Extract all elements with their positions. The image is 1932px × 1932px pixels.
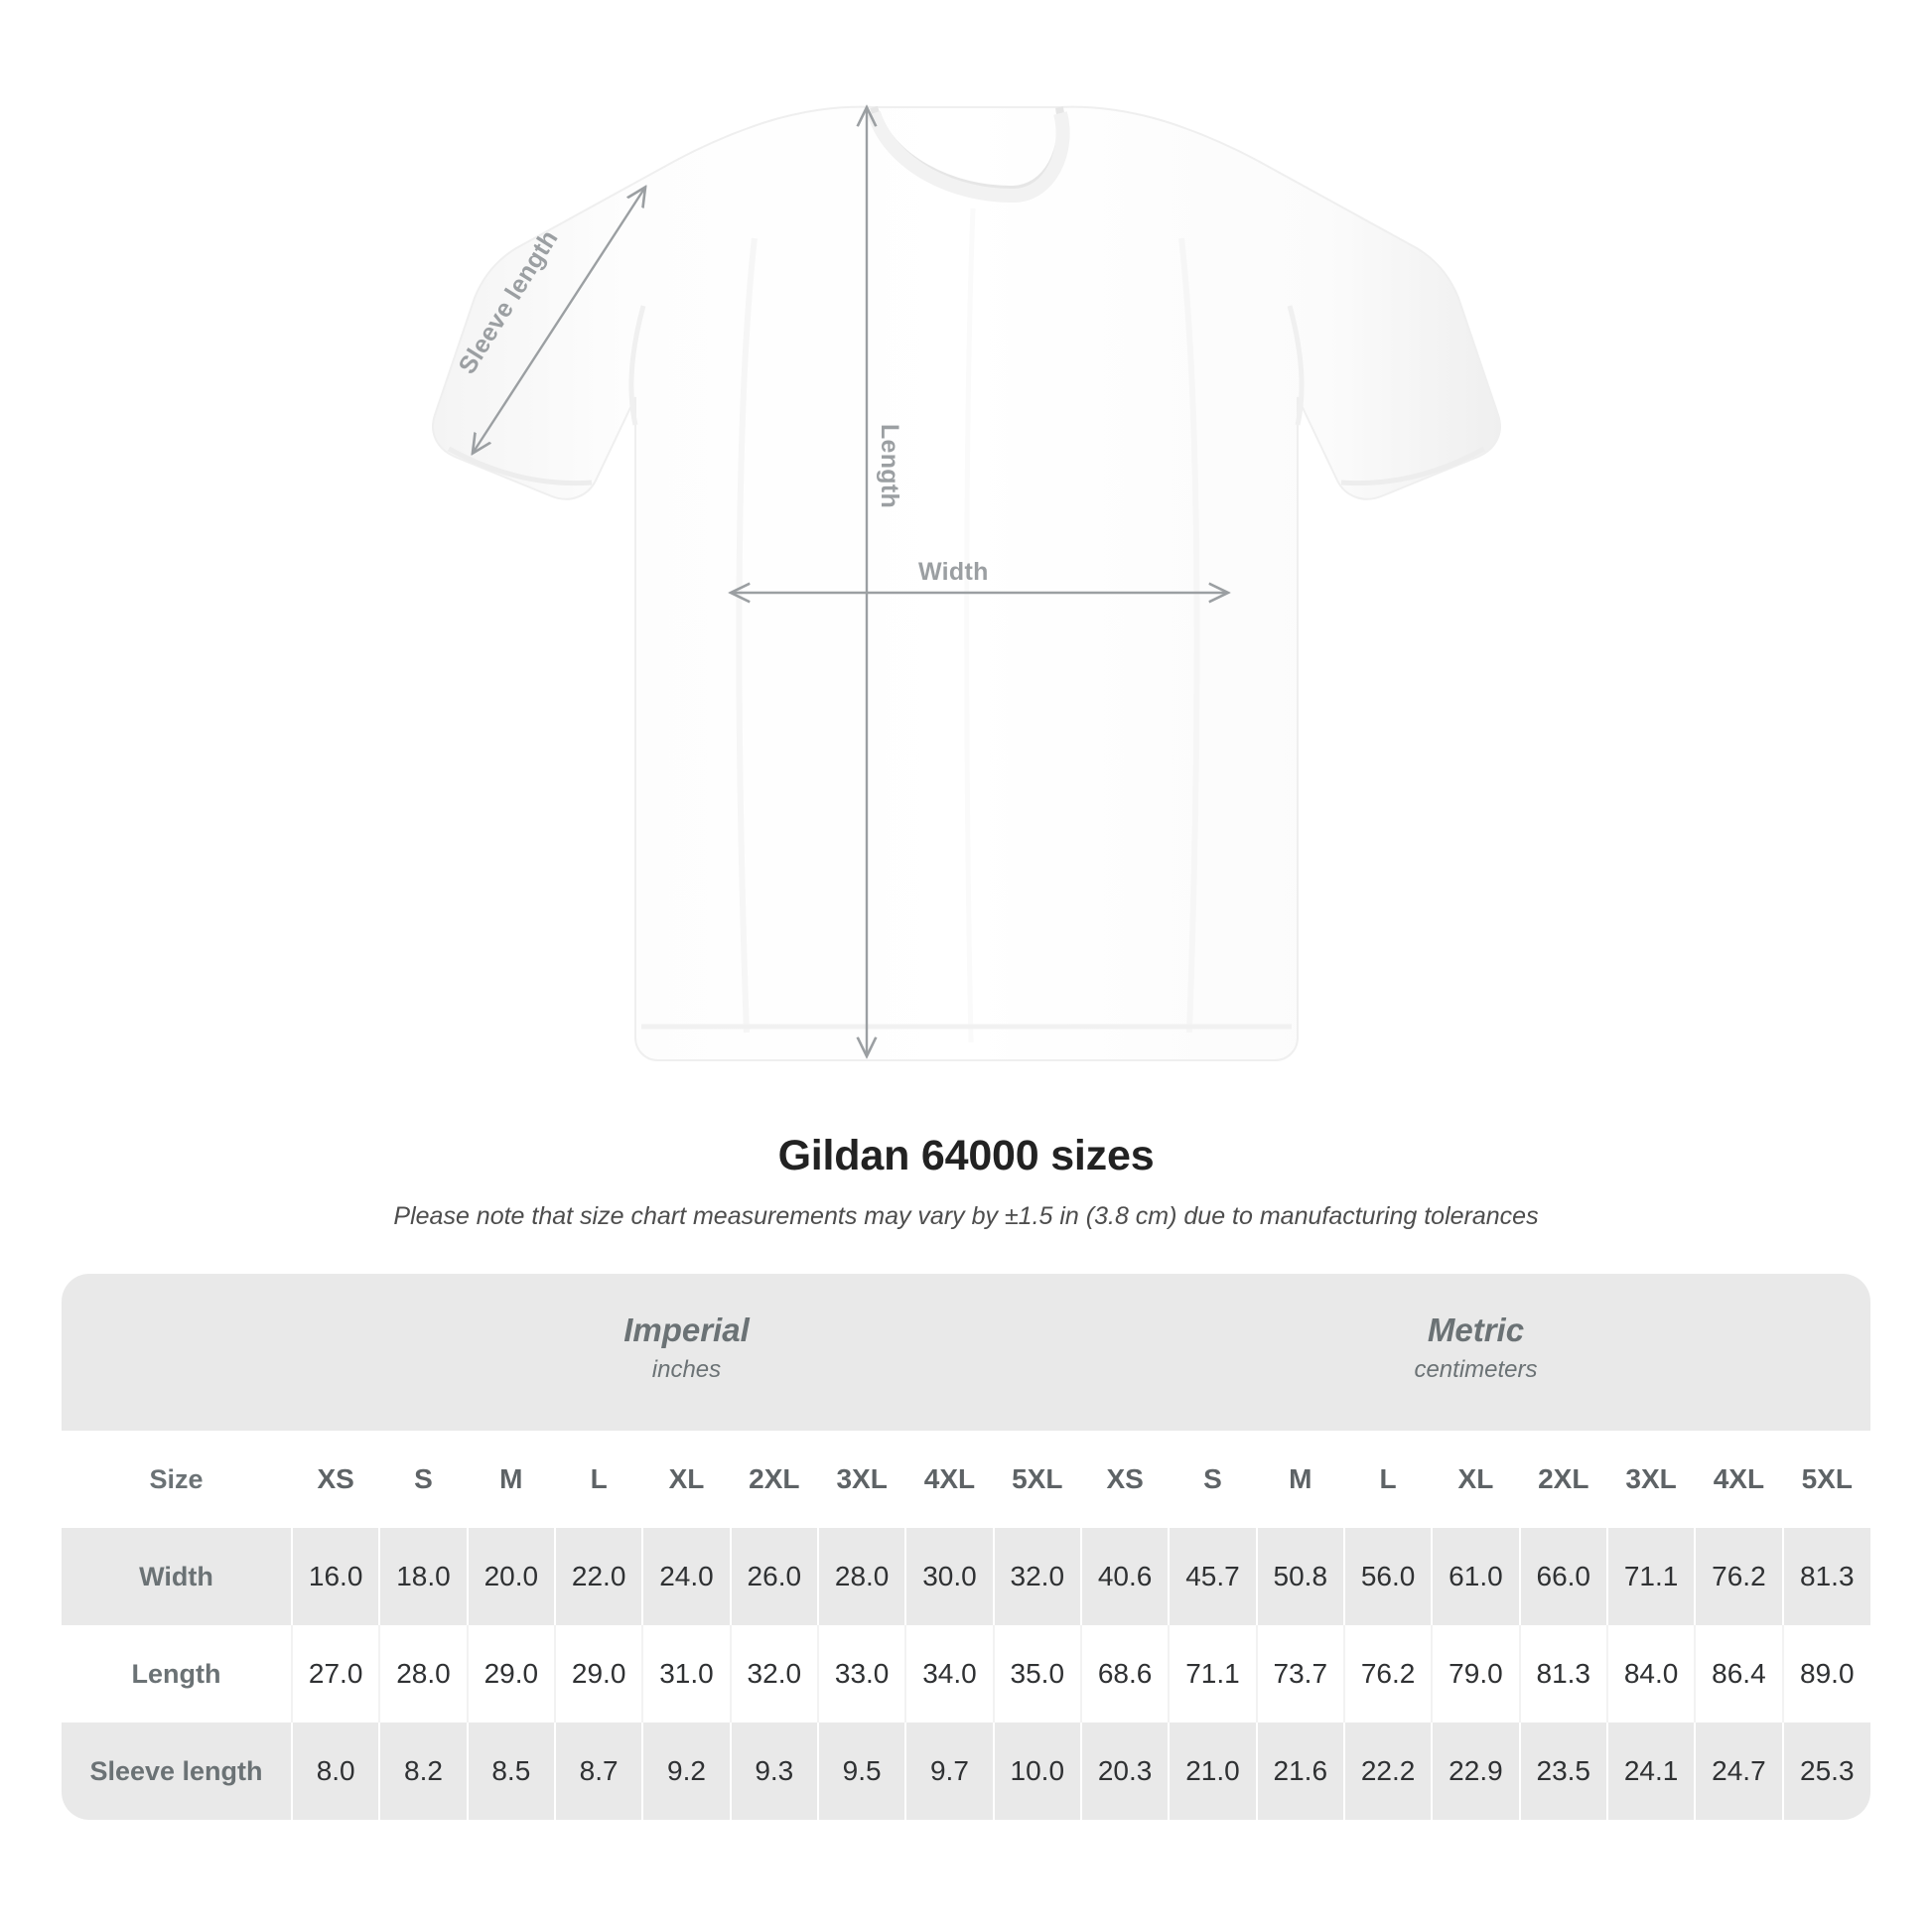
unit-group-row: Imperial inches Metric centimeters	[62, 1274, 1870, 1432]
cell-width-metric-m: 50.8	[1255, 1528, 1344, 1626]
cell-length-imperial-l: 29.0	[553, 1625, 643, 1724]
cell-width-metric-3xl: 71.1	[1605, 1528, 1696, 1626]
col-head-imperial-2xl: 2XL	[729, 1431, 818, 1529]
unit-group-imperial-sub: inches	[651, 1356, 722, 1384]
cell-width-imperial-2xl: 26.0	[729, 1528, 818, 1626]
cell-width-imperial-m: 20.0	[466, 1528, 555, 1626]
cell-width-imperial-4xl: 30.0	[904, 1528, 994, 1626]
unit-spacer-cell	[62, 1274, 292, 1432]
cell-sleeve-imperial-xl: 9.2	[641, 1723, 731, 1821]
cell-length-metric-xl: 79.0	[1431, 1625, 1520, 1724]
cell-length-imperial-s: 28.0	[378, 1625, 468, 1724]
cell-width-metric-l: 56.0	[1342, 1528, 1433, 1626]
col-head-imperial-s: S	[378, 1431, 468, 1529]
page-title: Gildan 64000 sizes	[777, 1132, 1155, 1179]
col-head-imperial-xs: XS	[290, 1431, 380, 1529]
cell-length-imperial-m: 29.0	[466, 1625, 555, 1724]
cell-length-imperial-xl: 31.0	[641, 1625, 731, 1724]
title-block: Gildan 64000 sizes Please note that size…	[0, 1132, 1932, 1231]
unit-group-metric-sub: centimeters	[1414, 1356, 1538, 1384]
col-head-imperial-m: M	[466, 1431, 555, 1529]
size-table-container: Imperial inches Metric centimeters Size …	[62, 1274, 1870, 1821]
cell-sleeve-imperial-xs: 8.0	[290, 1723, 380, 1821]
cell-width-imperial-xl: 24.0	[641, 1528, 731, 1626]
sleeve-length-arrow	[474, 189, 644, 452]
cell-sleeve-imperial-4xl: 9.7	[904, 1723, 994, 1821]
col-head-metric-s: S	[1168, 1431, 1257, 1529]
cell-width-metric-s: 45.7	[1168, 1528, 1257, 1626]
cell-width-metric-4xl: 76.2	[1694, 1528, 1783, 1626]
cell-sleeve-imperial-5xl: 10.0	[992, 1723, 1081, 1821]
cell-length-imperial-5xl: 35.0	[992, 1625, 1081, 1724]
col-head-imperial-xl: XL	[641, 1431, 731, 1529]
col-head-metric-xs: XS	[1079, 1431, 1170, 1529]
col-head-imperial-5xl: 5XL	[992, 1431, 1081, 1529]
width-label: Width	[918, 558, 989, 586]
col-head-metric-l: L	[1342, 1431, 1433, 1529]
table-row-length: Length 27.0 28.0 29.0 29.0 31.0 32.0 33.…	[62, 1625, 1870, 1724]
col-head-metric-m: M	[1255, 1431, 1344, 1529]
cell-length-imperial-xs: 27.0	[290, 1625, 380, 1724]
col-head-imperial-4xl: 4XL	[904, 1431, 994, 1529]
cell-length-metric-3xl: 84.0	[1605, 1625, 1696, 1724]
cell-width-imperial-xs: 16.0	[290, 1528, 380, 1626]
cell-width-metric-xl: 61.0	[1431, 1528, 1520, 1626]
row-label-width: Width	[62, 1528, 292, 1626]
size-header-label: Size	[62, 1431, 292, 1529]
cell-length-imperial-4xl: 34.0	[904, 1625, 994, 1724]
cell-width-imperial-3xl: 28.0	[816, 1528, 906, 1626]
cell-width-metric-5xl: 81.3	[1781, 1528, 1870, 1626]
cell-length-metric-4xl: 86.4	[1694, 1625, 1783, 1724]
cell-sleeve-metric-l: 22.2	[1342, 1723, 1433, 1821]
row-label-length: Length	[131, 1658, 221, 1689]
cell-width-imperial-5xl: 32.0	[992, 1528, 1081, 1626]
size-header-row: Size XS S M L XL 2XL 3XL 4XL 5XL XS S M …	[62, 1431, 1870, 1529]
cell-sleeve-metric-2xl: 23.5	[1518, 1723, 1607, 1821]
cell-sleeve-metric-m: 21.6	[1255, 1723, 1344, 1821]
cell-sleeve-imperial-2xl: 9.3	[729, 1723, 818, 1821]
col-head-metric-xl: XL	[1431, 1431, 1520, 1529]
table-row-sleeve-length: Sleeve length 8.0 8.2 8.5 8.7 9.2 9.3 9.…	[62, 1723, 1870, 1821]
col-head-metric-5xl: 5XL	[1781, 1431, 1870, 1529]
cell-width-metric-xs: 40.6	[1079, 1528, 1170, 1626]
unit-group-imperial-name: Imperial	[623, 1311, 750, 1348]
cell-length-metric-l: 76.2	[1342, 1625, 1433, 1724]
cell-length-metric-5xl: 89.0	[1781, 1625, 1870, 1724]
tshirt-diagram: Sleeve length Length Width	[432, 0, 1501, 1061]
col-head-metric-3xl: 3XL	[1605, 1431, 1696, 1529]
cell-width-imperial-s: 18.0	[378, 1528, 468, 1626]
cell-sleeve-metric-s: 21.0	[1168, 1723, 1257, 1821]
cell-sleeve-imperial-l: 8.7	[553, 1723, 643, 1821]
col-head-metric-2xl: 2XL	[1518, 1431, 1607, 1529]
unit-group-metric: Metric centimeters	[1080, 1274, 1870, 1432]
cell-length-metric-m: 73.7	[1255, 1625, 1344, 1724]
table-row-width: Width 16.0 18.0 20.0 22.0 24.0 26.0 28.0…	[62, 1528, 1870, 1626]
col-head-metric-4xl: 4XL	[1694, 1431, 1783, 1529]
measurement-arrows	[474, 109, 1226, 1054]
unit-group-metric-name: Metric	[1427, 1311, 1525, 1348]
cell-width-metric-2xl: 66.0	[1518, 1528, 1607, 1626]
cell-sleeve-imperial-3xl: 9.5	[816, 1723, 906, 1821]
cell-length-metric-2xl: 81.3	[1518, 1625, 1607, 1724]
cell-sleeve-metric-4xl: 24.7	[1694, 1723, 1783, 1821]
cell-sleeve-imperial-s: 8.2	[378, 1723, 468, 1821]
size-table: Imperial inches Metric centimeters Size …	[62, 1274, 1870, 1821]
cell-length-metric-xs: 68.6	[1079, 1625, 1170, 1724]
col-head-imperial-3xl: 3XL	[816, 1431, 906, 1529]
cell-width-imperial-l: 22.0	[553, 1528, 643, 1626]
cell-sleeve-metric-xl: 22.9	[1431, 1723, 1520, 1821]
length-label: Length	[876, 423, 904, 509]
cell-sleeve-metric-5xl: 25.3	[1781, 1723, 1870, 1821]
cell-sleeve-metric-3xl: 24.1	[1605, 1723, 1696, 1821]
unit-group-imperial: Imperial inches	[292, 1274, 1081, 1432]
cell-length-metric-s: 71.1	[1168, 1625, 1257, 1724]
tolerance-note: Please note that size chart measurements…	[393, 1202, 1539, 1230]
row-label-sleeve-length: Sleeve length	[62, 1723, 292, 1821]
cell-sleeve-imperial-m: 8.5	[466, 1723, 555, 1821]
col-head-imperial-l: L	[553, 1431, 643, 1529]
cell-sleeve-metric-xs: 20.3	[1079, 1723, 1170, 1821]
cell-length-imperial-3xl: 33.0	[816, 1625, 906, 1724]
cell-length-imperial-2xl: 32.0	[729, 1625, 818, 1724]
